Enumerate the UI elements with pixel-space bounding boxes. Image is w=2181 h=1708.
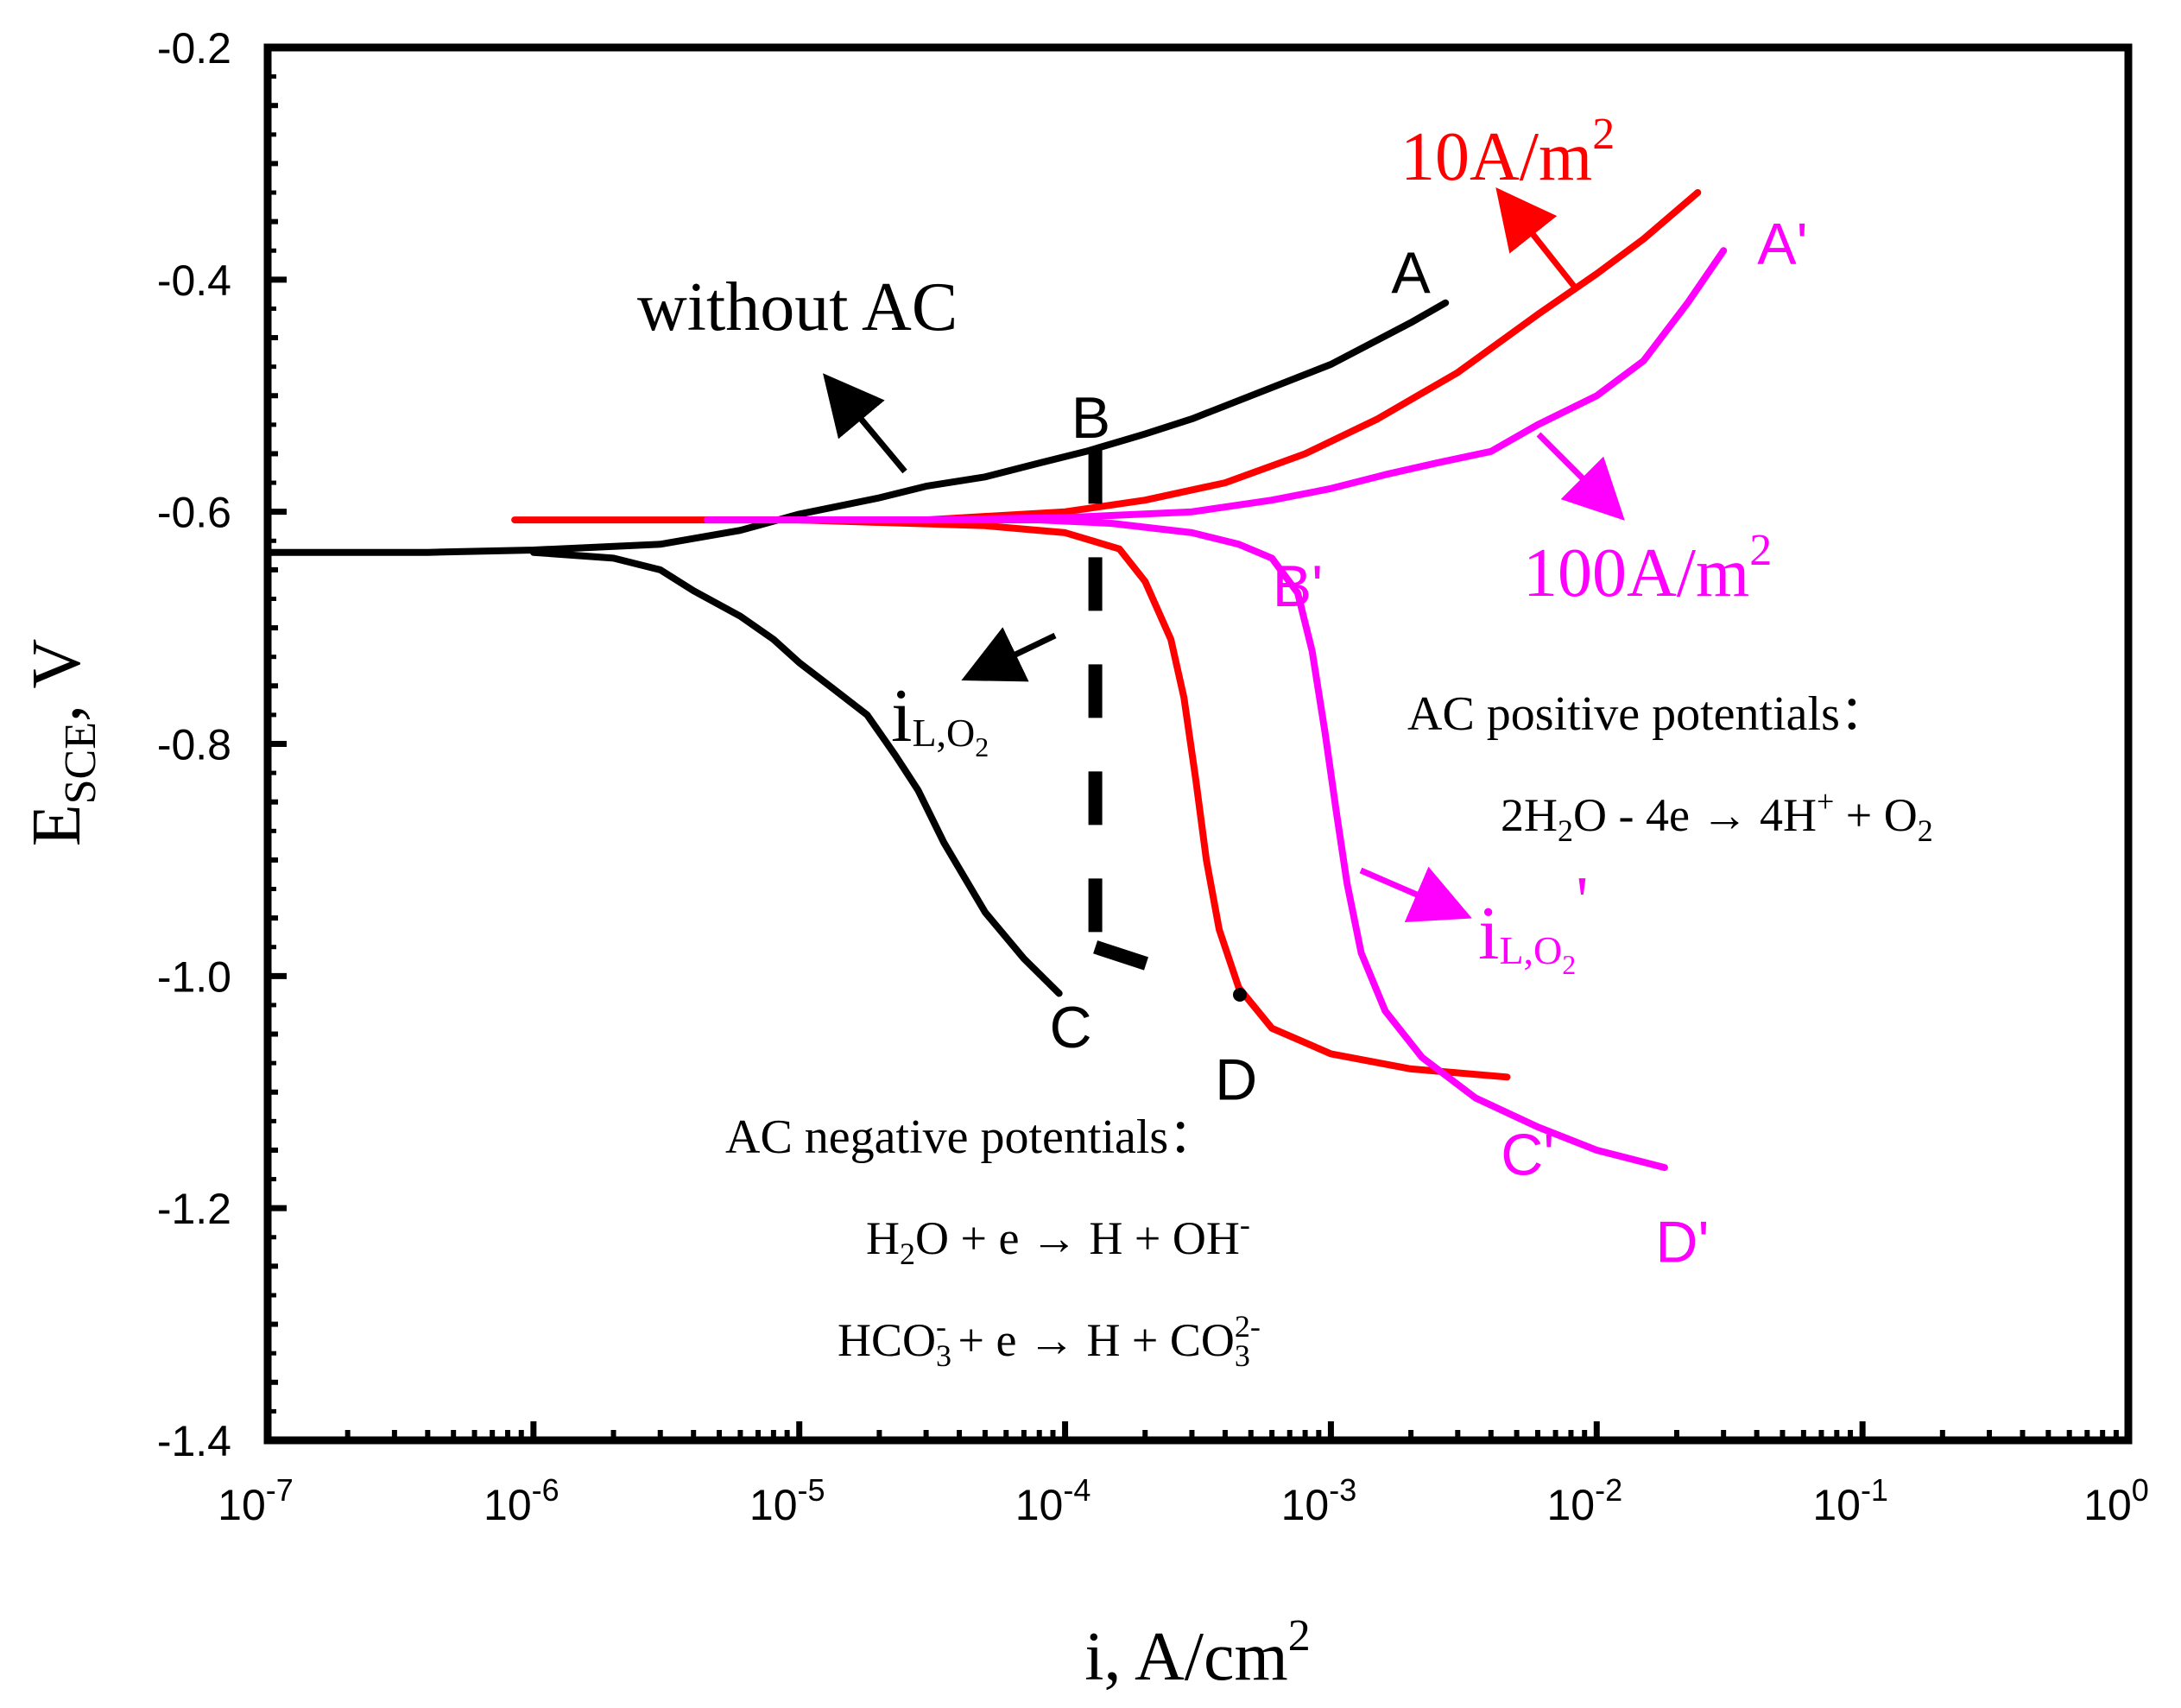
series-line-100a-m2-cathodic <box>795 516 1668 1172</box>
x-tick-label: 10-6 <box>484 1472 559 1529</box>
x-tick-label: 10-4 <box>1015 1472 1091 1529</box>
point-label-c-prime: C' <box>1501 1123 1554 1188</box>
y-tick-label: -0.8 <box>157 721 231 769</box>
label-ilo2-prime: iL,O2' <box>1478 863 1589 980</box>
y-tick-label: -1.4 <box>157 1417 231 1465</box>
label-without-ac: without AC <box>637 269 958 345</box>
label-ilo2: iL,O2 <box>891 674 989 762</box>
series-line-without-ac <box>264 299 1450 556</box>
y-axis-title: ESCE, V <box>19 639 105 847</box>
pos-potentials-title: AC positive potentials： <box>1407 687 1888 741</box>
x-tick-label: 10-1 <box>1812 1472 1888 1529</box>
x-tick-label: 100 <box>2083 1472 2149 1529</box>
point-label-b-prime: B' <box>1273 554 1323 619</box>
dashed-group <box>1088 450 1169 977</box>
arrow-ilo2 <box>961 627 1057 682</box>
pos-potentials-equation: 2H2O - 4e → 4H+ + O2 <box>1501 784 1933 848</box>
arrow-100am2 <box>1536 432 1625 521</box>
arrow-without-ac <box>823 373 907 474</box>
y-tick-label: -0.6 <box>157 489 231 537</box>
y-tick-label: -0.4 <box>157 256 231 305</box>
series-line-10a-m2-anodic <box>511 189 1702 524</box>
neg-potentials-title: AC negative potentials： <box>725 1110 1217 1164</box>
series-line-without-ac-cathodic <box>529 548 1063 997</box>
x-tick-label: 10-5 <box>749 1472 825 1529</box>
arrow-ilo2-prime <box>1359 866 1472 922</box>
point-label-a: A <box>1391 240 1431 306</box>
y-tick-label: -0.2 <box>157 24 231 73</box>
x-tick-label: 10-2 <box>1546 1472 1622 1529</box>
x-tick-label: 10-3 <box>1281 1472 1357 1529</box>
series-line-100a-m2-anodic <box>704 247 1728 524</box>
point-label-d-prime: D' <box>1655 1209 1709 1275</box>
x-tick-label: 10-7 <box>218 1472 294 1529</box>
y-tick-label: -1.2 <box>157 1185 231 1233</box>
label-10am2: 10A/m2 <box>1400 110 1615 195</box>
d-marker-dot <box>1233 988 1247 1002</box>
major-ticks <box>264 44 2132 1444</box>
label-100am2: 100A/m2 <box>1523 526 1772 611</box>
neg-potentials-equation-2: HCO3- + e → H + CO32- <box>838 1309 1261 1373</box>
dashed-c-d-dashed <box>1093 940 1169 977</box>
y-tick-label: -1.0 <box>157 952 231 1001</box>
y-tick-labels: -0.2 -0.4 -0.6 -0.8 -1.0 -1.2 -1.4 <box>157 24 231 1465</box>
point-label-b: B <box>1072 385 1110 451</box>
series-line-10a-m2-cathodic <box>795 516 1511 1081</box>
point-label-d: D <box>1215 1047 1257 1112</box>
series-group <box>264 189 1728 1172</box>
arrow-10am2 <box>1495 187 1578 291</box>
point-label-c: C <box>1050 995 1092 1060</box>
point-labels: A B C D A' B' C' D' <box>1050 212 1808 1275</box>
x-axis-title: i, A/cm2 <box>1084 1611 1311 1695</box>
point-label-a-prime: A' <box>1757 212 1807 277</box>
minor-ticks <box>268 74 2119 1440</box>
x-tick-labels: 10-7 10-6 10-5 10-4 10-3 10-2 10-1 100 <box>218 1472 2149 1529</box>
neg-potentials-equation-1: H2O + e → H + OH- <box>866 1207 1250 1271</box>
